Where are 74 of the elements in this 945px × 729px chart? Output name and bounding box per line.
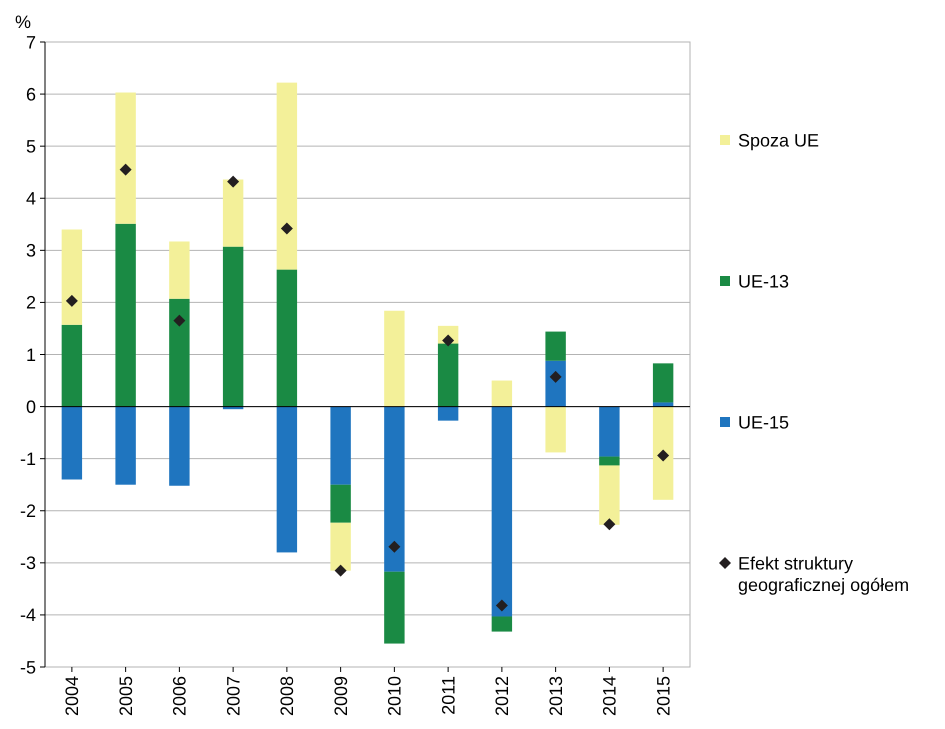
bar (222, 246, 244, 407)
y-tick-label: 3 (26, 240, 36, 261)
bar (276, 82, 298, 270)
point (657, 450, 670, 462)
point (388, 540, 400, 553)
bar (599, 456, 620, 466)
x-tick-label: 2005 (116, 676, 136, 716)
x-tick-label: 2006 (170, 676, 190, 716)
x-tick-label: 2011 (438, 676, 458, 715)
point (550, 370, 562, 383)
x-tick-label: 2015 (653, 676, 674, 716)
bar (652, 406, 674, 500)
bar (62, 406, 82, 480)
point (173, 314, 186, 327)
point (280, 222, 293, 234)
bar (169, 406, 190, 486)
y-tick-label: -5 (20, 657, 36, 678)
y-tick-label: 5 (26, 136, 36, 156)
x-tick-label: 2009 (330, 676, 351, 716)
bar (115, 224, 136, 407)
bar (599, 465, 620, 525)
bar (115, 406, 136, 485)
point (66, 294, 78, 307)
bar (492, 406, 512, 616)
bar (384, 572, 405, 644)
bar (652, 363, 674, 402)
legend-label: UE-15 (738, 412, 790, 432)
point (603, 518, 616, 530)
y-tick-label: 1 (26, 344, 36, 365)
y-tick-label: 7 (26, 32, 36, 52)
bar (276, 270, 298, 407)
bar (330, 484, 351, 523)
bar (222, 180, 244, 247)
bar (599, 406, 620, 457)
bar (62, 324, 82, 407)
x-tick-label: 2004 (62, 676, 82, 716)
bar (545, 360, 566, 407)
bar (545, 406, 566, 452)
x-tick-label: 2010 (384, 676, 405, 716)
bar (545, 332, 566, 361)
bar (384, 310, 405, 407)
bar (492, 380, 512, 407)
y-tick-label: 2 (26, 292, 36, 313)
y-tick-label: 0 (26, 396, 36, 417)
y-tick-label: -4 (20, 605, 36, 626)
y-tick-label: 6 (26, 84, 36, 104)
bar (276, 406, 298, 552)
x-tick-label: 2007 (223, 676, 244, 716)
x-tick-label: 2012 (492, 676, 512, 716)
y-tick-label: -3 (20, 553, 36, 574)
bar (330, 522, 351, 571)
x-tick-label: 2013 (546, 676, 566, 716)
bar (169, 298, 190, 407)
legend-label: Efekt struktury geograficznej ogółem (738, 553, 910, 595)
point (334, 564, 347, 577)
point (120, 164, 132, 176)
y-tick-label: -1 (20, 448, 36, 469)
bar (438, 406, 458, 421)
legend-label: Spoza UE (738, 130, 820, 150)
y-tick-label: -2 (20, 501, 36, 522)
bar (169, 241, 190, 299)
bar (115, 92, 136, 224)
bar (438, 344, 458, 407)
point (496, 600, 508, 612)
bar (330, 406, 351, 485)
y-axis-title: % (15, 12, 32, 32)
y-tick-label: 4 (26, 188, 36, 209)
x-tick-label: 2008 (277, 676, 298, 716)
bar (62, 230, 82, 325)
legend-label: UE-13 (738, 271, 790, 292)
bar (492, 616, 512, 632)
bar (384, 406, 405, 572)
point (227, 176, 240, 188)
x-tick-label: 2014 (600, 676, 620, 716)
